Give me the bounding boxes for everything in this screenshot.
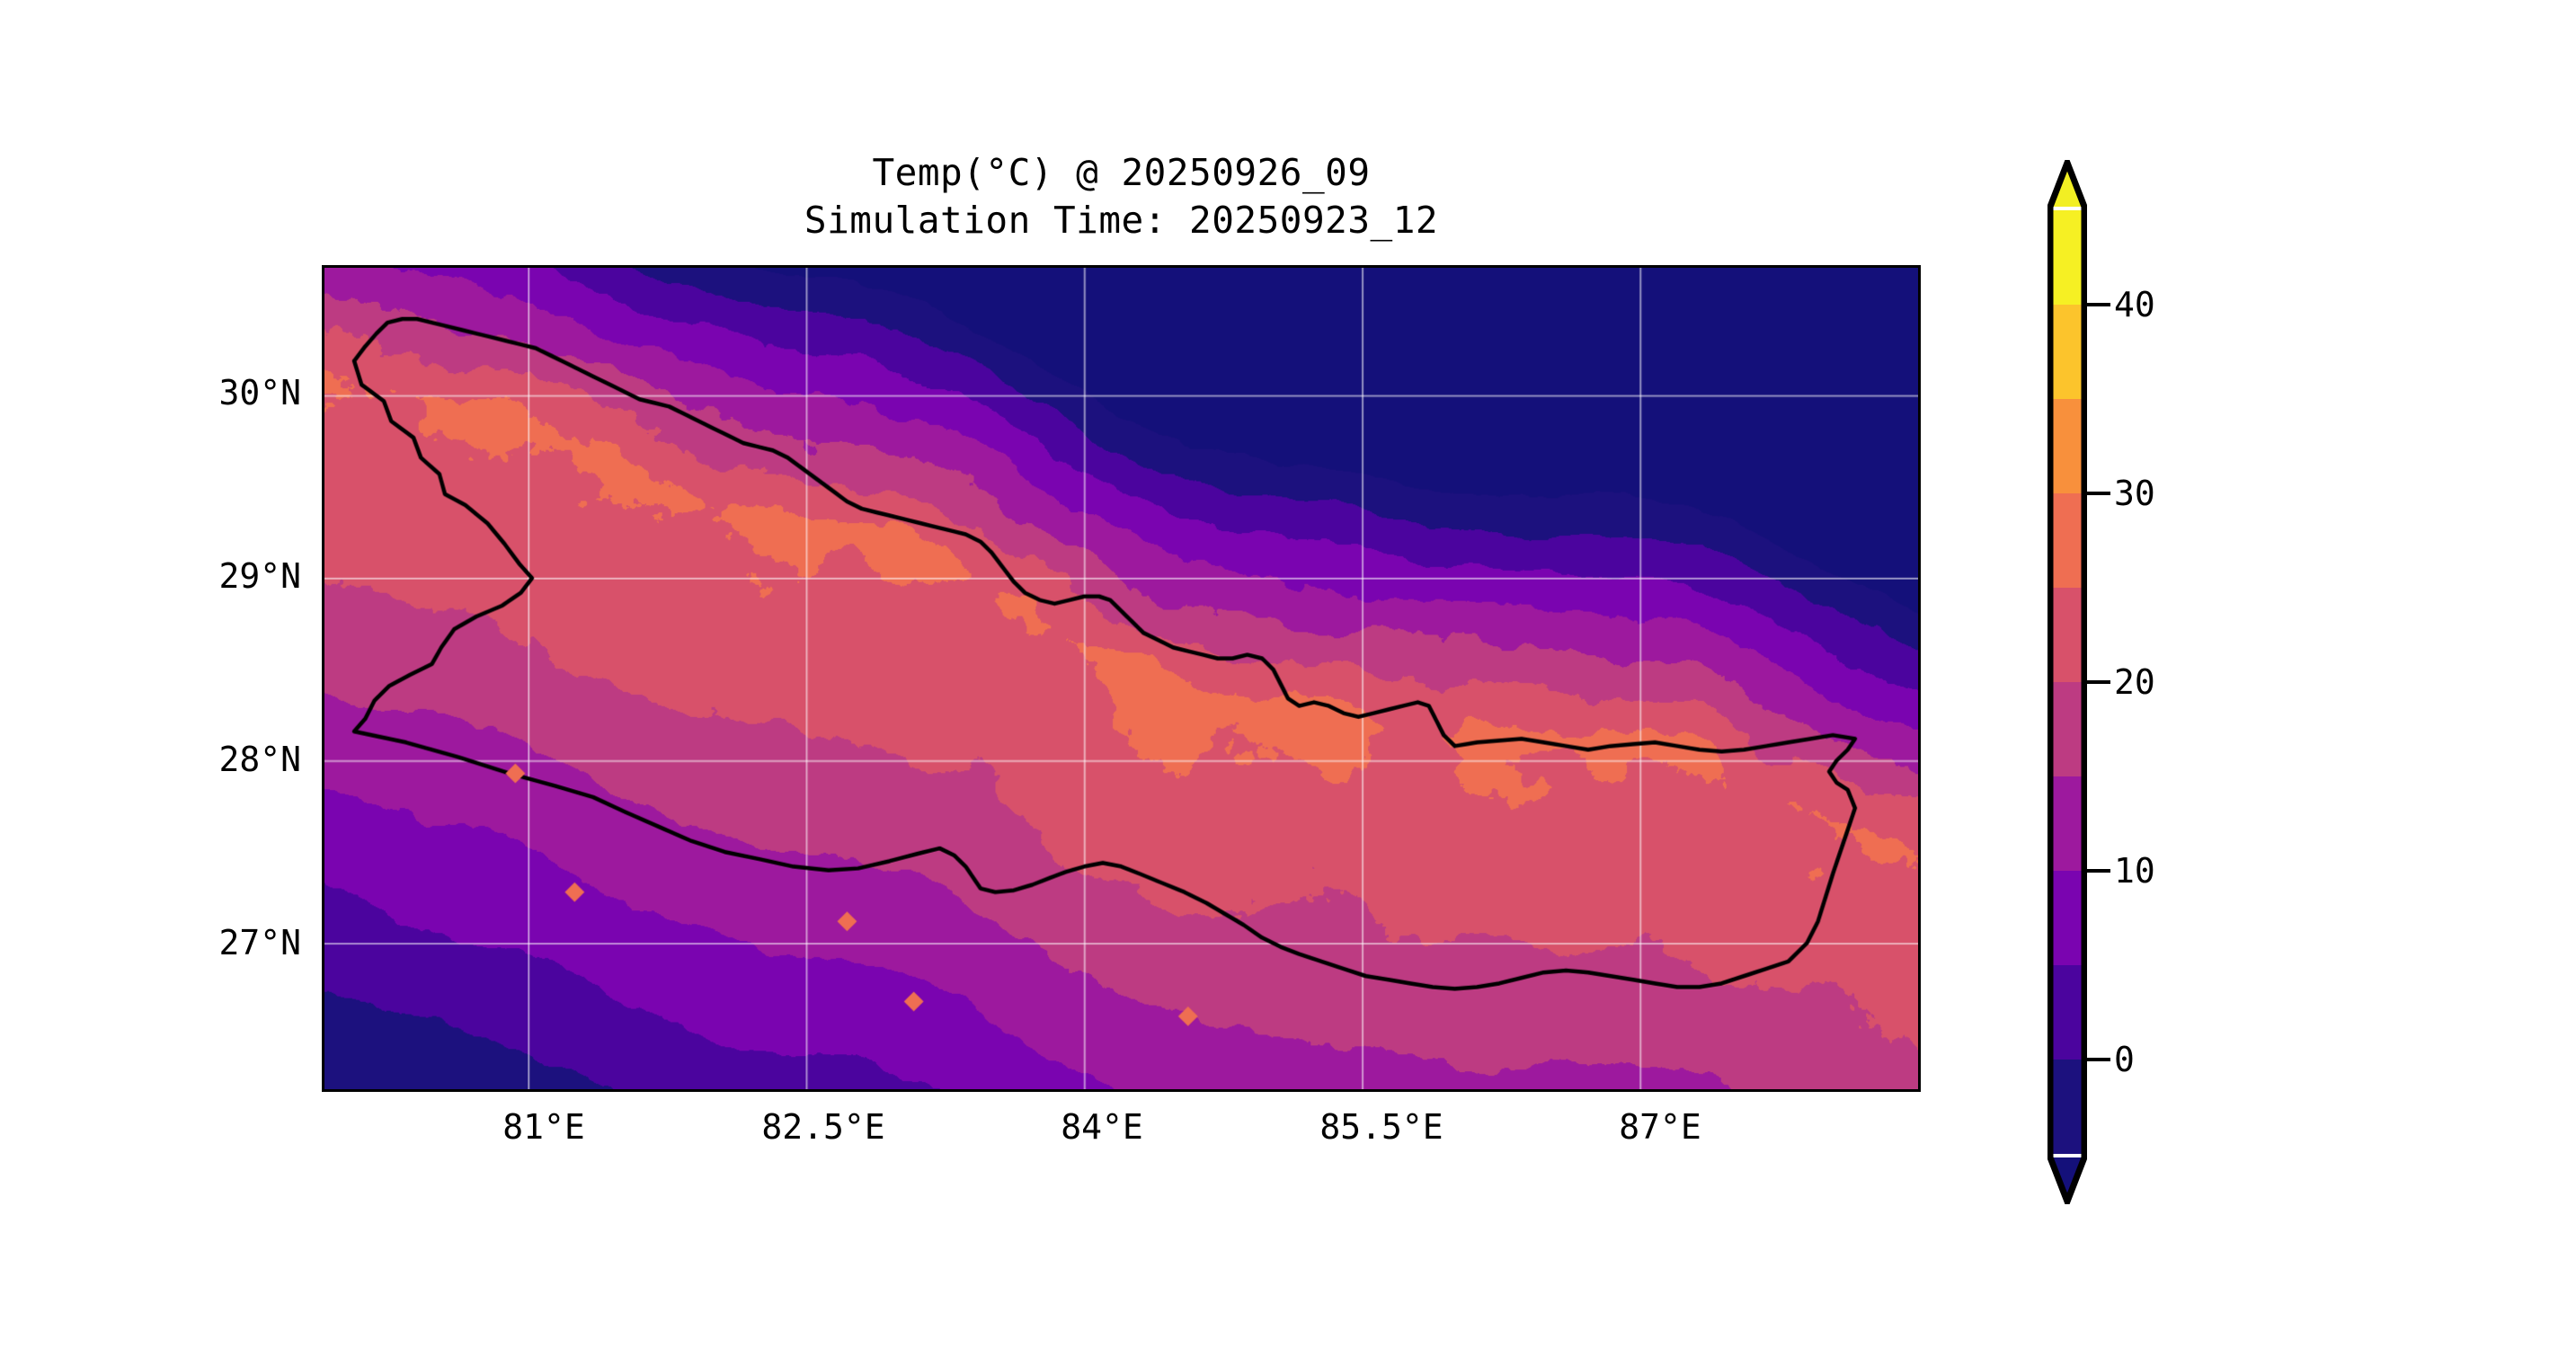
y-tick-label-0: 30°N (218, 373, 301, 412)
chart-title-line-1: Temp(°C) @ 20250926_09 (872, 151, 1371, 194)
x-tick-label-1: 82.5°E (761, 1107, 885, 1147)
x-tick-label-3: 85.5°E (1319, 1107, 1443, 1147)
colorbar-tick-label-10: 10 (2114, 851, 2155, 891)
y-tick-label-1: 29°N (218, 556, 301, 596)
colorbar-tick-label-20: 20 (2114, 662, 2155, 702)
colorbar-gradient (2047, 160, 2087, 1204)
colorbar-tick-mark-0 (2087, 1058, 2110, 1061)
colorbar-tick-mark-10 (2087, 869, 2110, 873)
colorbar-tick-mark-40 (2087, 303, 2110, 306)
y-tick-label-2: 28°N (218, 740, 301, 779)
colorbar-tick-mark-30 (2087, 492, 2110, 495)
x-tick-label-0: 81°E (502, 1107, 585, 1147)
chart-title-line-2: Simulation Time: 20250923_12 (804, 199, 1439, 243)
x-tick-label-2: 84°E (1061, 1107, 1143, 1147)
map-plot-area (322, 265, 1921, 1092)
colorbar-tick-label-30: 30 (2114, 474, 2155, 513)
x-tick-label-4: 87°E (1619, 1107, 1701, 1147)
temperature-contour-canvas (324, 268, 1918, 1089)
y-tick-label-3: 27°N (218, 923, 301, 962)
colorbar (2047, 160, 2087, 1204)
colorbar-tick-mark-20 (2087, 680, 2110, 684)
chart-title: Temp(°C) @ 20250926_09 Simulation Time: … (322, 149, 1921, 245)
colorbar-tick-label-0: 0 (2114, 1040, 2135, 1079)
colorbar-tick-label-40: 40 (2114, 285, 2155, 324)
